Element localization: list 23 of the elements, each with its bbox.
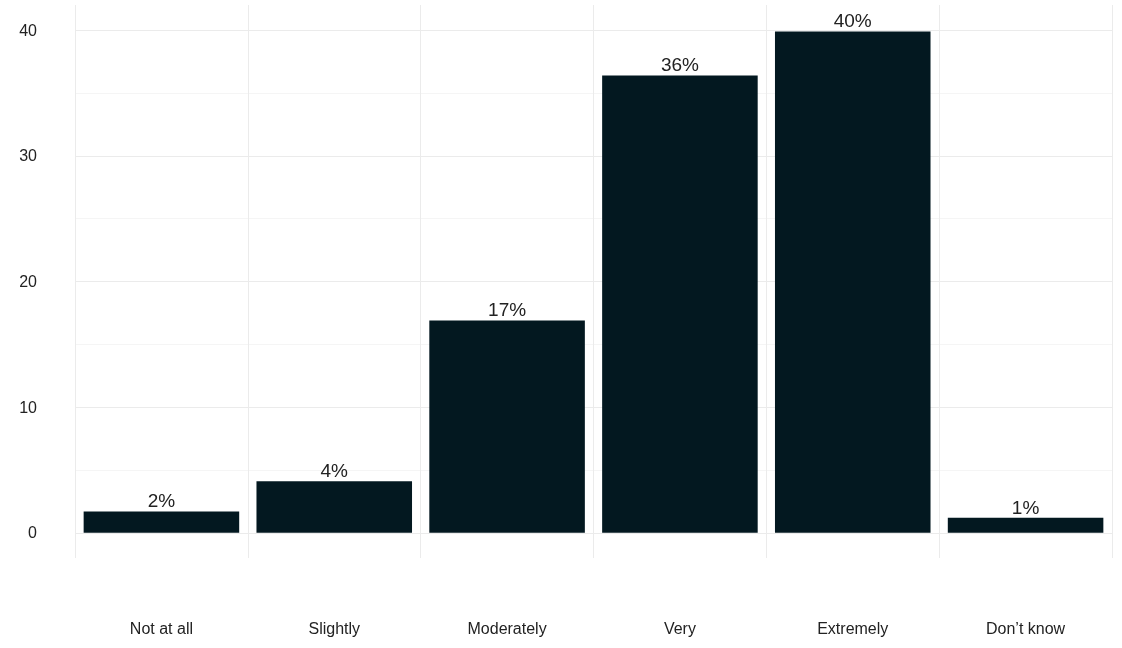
y-tick-label: 40 [19, 21, 38, 39]
bar [947, 517, 1104, 533]
y-tick-label: 30 [19, 147, 38, 165]
data-label: 17% [488, 299, 527, 321]
bar [429, 320, 585, 533]
x-tick-label: Not at all [129, 619, 193, 637]
y-tick-label: 10 [19, 398, 38, 416]
x-tick-label: Slightly [308, 619, 361, 637]
bar [774, 31, 931, 533]
bar [83, 511, 240, 533]
data-label: 36% [660, 54, 700, 76]
data-label: 40% [833, 10, 872, 32]
bar [602, 75, 758, 533]
x-tick-label: Don’t know [986, 619, 1066, 637]
x-tick-label: Extremely [817, 619, 889, 637]
bar [256, 481, 413, 533]
x-tick-label: Moderately [467, 619, 547, 637]
x-tick-label: Very [663, 619, 696, 637]
y-tick-label: 0 [28, 524, 38, 542]
data-label: 2% [147, 490, 176, 512]
y-tick-label: 20 [19, 273, 38, 290]
data-label: 1% [1011, 496, 1040, 518]
data-label: 4% [320, 460, 349, 482]
